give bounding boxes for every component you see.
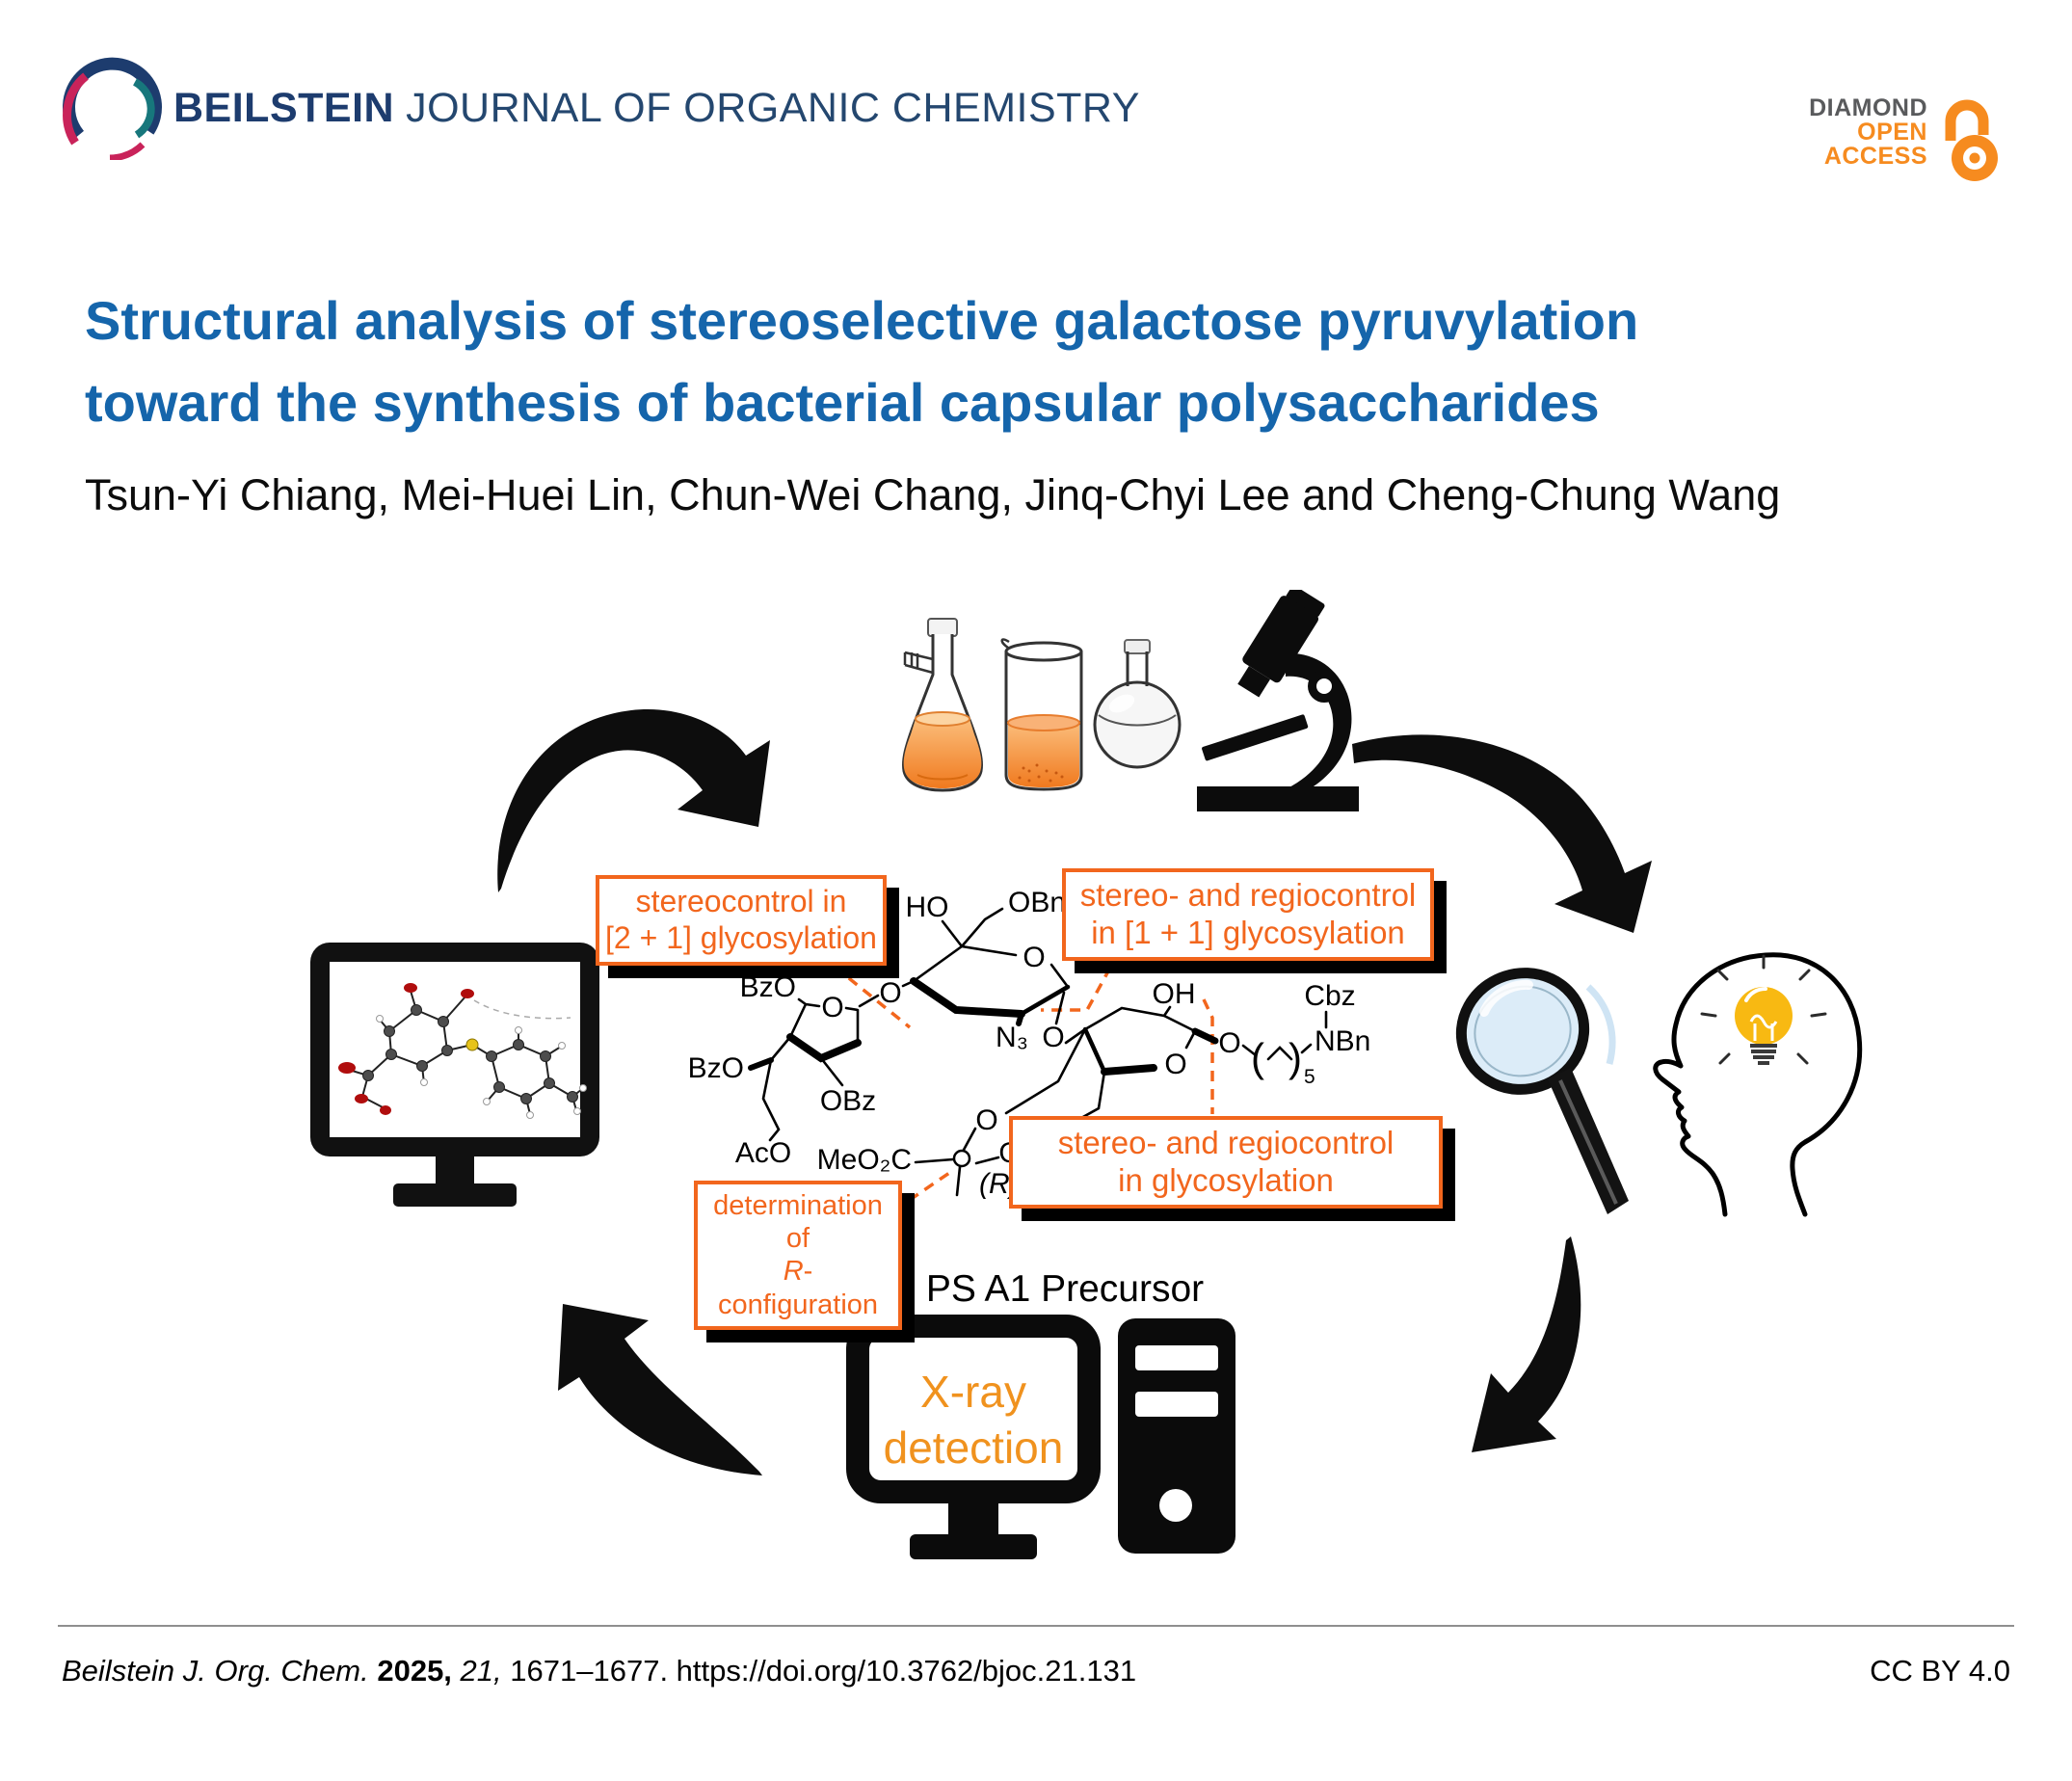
microscope-icon — [1197, 590, 1359, 811]
chem-label-chain-oxygen: O — [1218, 1027, 1240, 1059]
lab-glassware-graphic — [902, 618, 1182, 792]
chem-label-bzo-left: BzO — [688, 1052, 744, 1084]
thinking-head-graphic — [1653, 952, 1863, 1217]
citation-year: 2025, — [377, 1654, 452, 1688]
callout-text: in glycosylation — [1118, 1161, 1334, 1198]
curved-arrow-top-right-icon — [1352, 734, 1652, 933]
chem-label-ring-a-oxygen: O — [1023, 942, 1045, 973]
chem-label-bzo-top: BzO — [740, 971, 796, 1003]
chem-label-paren-open: ( — [1251, 1035, 1264, 1080]
callout-text: [2 + 1] glycosylation — [605, 919, 877, 955]
callout-text: stereo- and regiocontrol — [1057, 1125, 1395, 1160]
chem-label-aco: AcO — [735, 1137, 791, 1169]
chem-label-ring-c-oxygen: O — [1164, 1049, 1186, 1080]
callout-box-r-configuration: determination of R-configuration — [694, 1181, 902, 1330]
page-title: Structural analysis of stereoselective g… — [85, 279, 1638, 443]
license-label: CC BY 4.0 — [1870, 1654, 2010, 1688]
citation-pages-doi: 1671–1677. https://doi.org/10.3762/bjoc.… — [510, 1654, 1137, 1688]
citation-volume: 21, — [460, 1654, 502, 1688]
callout-box-glycosylation: stereo- and regiocontrol in glycosylatio… — [1009, 1116, 1443, 1209]
citation-journal: Beilstein J. Org. Chem. — [62, 1654, 369, 1688]
callout-text: R-configuration — [704, 1255, 892, 1320]
chem-label-ho: HO — [906, 891, 949, 923]
callout-text: stereocontrol in — [635, 884, 847, 918]
curved-arrow-bottom-left-icon — [558, 1304, 762, 1475]
round-flask-icon — [1093, 639, 1182, 769]
page-title-line1: Structural analysis of stereoselective g… — [85, 290, 1639, 351]
chem-label-meo2c: MeO₂C — [817, 1144, 912, 1176]
journal-name: BEILSTEIN JOURNAL OF ORGANIC CHEMISTRY — [173, 77, 1140, 139]
magnifying-glass-icon — [1455, 968, 1629, 1214]
open-access-badge: DIAMOND OPEN ACCESS — [1773, 96, 1927, 169]
dashed-connector-lines — [833, 965, 1214, 1212]
beilstein-logo-icon — [63, 57, 162, 160]
beaker-icon — [1000, 638, 1083, 791]
crystal-structure-monitor-graphic — [310, 943, 599, 1207]
chem-label-obn: OBn — [1008, 887, 1066, 918]
chem-label-chain-subscript: 5 — [1304, 1066, 1315, 1088]
chem-label-nbn: NBn — [1315, 1025, 1370, 1057]
chem-label-azide: N₃ — [996, 1022, 1028, 1053]
chem-label-glycosidic-oxygen-2: O — [1042, 1022, 1064, 1053]
badge-access-label: ACCESS — [1823, 143, 1927, 170]
chem-label-glycosidic-oxygen-1: O — [879, 977, 901, 1009]
page-title-line2: toward the synthesis of bacterial capsul… — [85, 372, 1600, 433]
callout-text: -configuration — [717, 1256, 879, 1320]
badge-diamond-label: DIAMOND — [1809, 94, 1927, 121]
curved-arrow-top-left-icon — [497, 709, 770, 892]
head-profile-icon — [1653, 952, 1863, 1217]
callout-text: determination of — [713, 1190, 883, 1255]
footer-divider — [58, 1625, 2014, 1627]
erlenmeyer-flask-icon — [902, 618, 983, 792]
chem-label-furanose-oxygen: O — [821, 992, 843, 1023]
chemical-structure-graphic: HO OBn O O O BzO BzO OBz AcO MeO₂C (R) O… — [688, 887, 1370, 1212]
curved-arrow-bottom-right-icon — [1472, 1236, 1581, 1452]
chem-label-paren-close: ) — [1288, 1035, 1302, 1080]
callout-text-italic: R — [783, 1256, 804, 1288]
lightbulb-icon — [1700, 954, 1827, 1065]
chem-label-obz: OBz — [820, 1085, 876, 1117]
xray-screen-text: X-ray detection — [884, 1367, 1064, 1473]
xray-line2: detection — [884, 1422, 1064, 1473]
callout-box-2plus1-glycosylation: stereocontrol in [2 + 1] glycosylation — [596, 875, 887, 966]
callout-text: in [1 + 1] glycosylation — [1091, 914, 1405, 950]
journal-name-rest: JOURNAL OF ORGANIC CHEMISTRY — [406, 84, 1140, 131]
citation-line: Beilstein J. Org. Chem. 2025, 21, 1671–1… — [62, 1654, 1136, 1688]
computer-monitor-icon — [846, 1315, 1101, 1559]
chem-label-oh: OH — [1153, 978, 1196, 1010]
badge-open-label: OPEN — [1857, 119, 1927, 146]
desktop-computer-graphic: X-ray detection — [846, 1315, 1235, 1559]
ps-a1-precursor-label: PS A1 Precursor — [925, 1268, 1205, 1310]
open-lock-icon — [1945, 99, 1998, 181]
chem-label-cbz: Cbz — [1304, 980, 1355, 1012]
journal-name-bold: BEILSTEIN — [173, 84, 395, 131]
computer-tower-icon — [1118, 1318, 1235, 1554]
authors-line: Tsun-Yi Chiang, Mei-Huei Lin, Chun-Wei C… — [85, 470, 1781, 519]
callout-text: stereo- and regiocontrol — [1079, 877, 1417, 913]
xray-line1: X-ray — [920, 1367, 1026, 1417]
callout-box-1plus1-glycosylation: stereo- and regiocontrol in [1 + 1] glyc… — [1062, 868, 1434, 961]
chem-label-bridge-oxygen-upper: O — [975, 1104, 997, 1136]
ortep-molecule-graphic — [338, 983, 587, 1119]
